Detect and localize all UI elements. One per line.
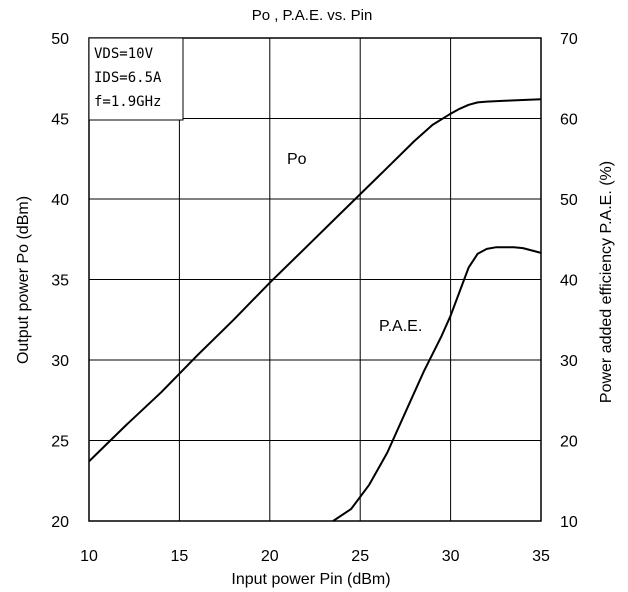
x-tick-label: 25 [351, 548, 369, 565]
x-tick-label: 10 [80, 548, 98, 565]
y-left-tick-labels: 20 25 30 35 40 45 50 [51, 31, 69, 531]
x-tick-labels: 10 15 20 25 30 35 [80, 548, 550, 565]
pae-series-line [332, 246, 542, 522]
po-series-line [88, 98, 542, 463]
y-left-tick-label: 20 [51, 514, 69, 531]
x-tick-label: 15 [171, 548, 189, 565]
y-left-tick-label: 40 [51, 192, 69, 209]
conditions-box-border [88, 37, 184, 121]
plot-frame [88, 37, 542, 522]
y-right-tick-label: 60 [560, 112, 578, 129]
x-axis-label: Input power Pin (dBm) [231, 571, 390, 588]
y-left-tick-label: 30 [51, 353, 69, 370]
series-lines [88, 98, 542, 522]
y-right-tick-label: 40 [560, 273, 578, 290]
x-tick-label: 35 [532, 548, 550, 565]
x-tick-label: 30 [442, 548, 460, 565]
y-right-tick-label: 50 [560, 192, 578, 209]
condition-vds: VDS=10V [94, 46, 154, 62]
y-left-tick-label: 50 [51, 31, 69, 48]
y-left-axis-label: Output power Po (dBm) [15, 196, 32, 364]
po-series-label: Po [287, 151, 307, 168]
y-right-tick-label: 20 [560, 434, 578, 451]
y-right-tick-label: 10 [560, 514, 578, 531]
y-left-tick-label: 25 [51, 434, 69, 451]
y-left-tick-label: 45 [51, 112, 69, 129]
pae-series-label: P.A.E. [379, 318, 422, 335]
x-tick-label: 20 [261, 548, 279, 565]
condition-freq: f=1.9GHz [94, 94, 161, 110]
grid [89, 38, 541, 521]
chart-title: Po , P.A.E. vs. Pin [252, 7, 373, 24]
y-right-tick-label: 70 [560, 31, 578, 48]
conditions-box: VDS=10V IDS=6.5A f=1.9GHz [88, 37, 184, 121]
condition-ids: IDS=6.5A [94, 70, 162, 86]
y-left-tick-label: 35 [51, 273, 69, 290]
y-right-axis-label: Power added efficiency P.A.E. (%) [598, 161, 615, 403]
y-right-tick-label: 30 [560, 353, 578, 370]
y-right-tick-labels: 10 20 30 40 50 60 70 [560, 31, 578, 531]
